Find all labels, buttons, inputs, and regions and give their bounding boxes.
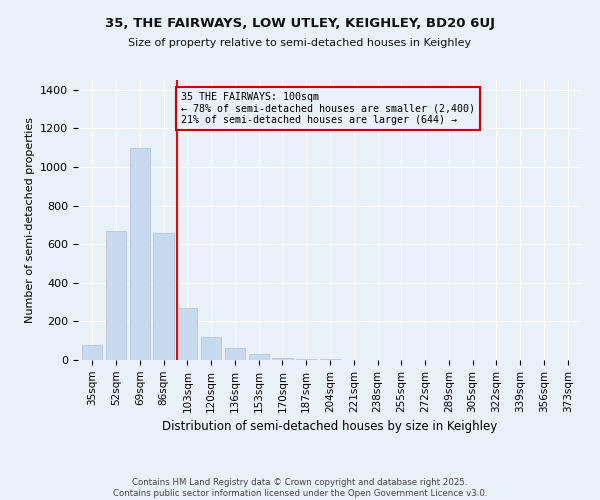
Bar <box>248 354 269 360</box>
Text: 35, THE FAIRWAYS, LOW UTLEY, KEIGHLEY, BD20 6UJ: 35, THE FAIRWAYS, LOW UTLEY, KEIGHLEY, B… <box>105 18 495 30</box>
Text: 35 THE FAIRWAYS: 100sqm
← 78% of semi-detached houses are smaller (2,400)
21% of: 35 THE FAIRWAYS: 100sqm ← 78% of semi-de… <box>181 92 475 125</box>
Bar <box>130 148 150 360</box>
X-axis label: Distribution of semi-detached houses by size in Keighley: Distribution of semi-detached houses by … <box>163 420 497 433</box>
Text: Size of property relative to semi-detached houses in Keighley: Size of property relative to semi-detach… <box>128 38 472 48</box>
Bar <box>82 344 103 360</box>
Bar <box>272 358 293 360</box>
Bar <box>106 230 126 360</box>
Bar <box>296 359 316 360</box>
Bar <box>201 337 221 360</box>
Bar <box>177 308 197 360</box>
Y-axis label: Number of semi-detached properties: Number of semi-detached properties <box>25 117 35 323</box>
Bar <box>225 348 245 360</box>
Bar <box>154 232 173 360</box>
Text: Contains HM Land Registry data © Crown copyright and database right 2025.
Contai: Contains HM Land Registry data © Crown c… <box>113 478 487 498</box>
